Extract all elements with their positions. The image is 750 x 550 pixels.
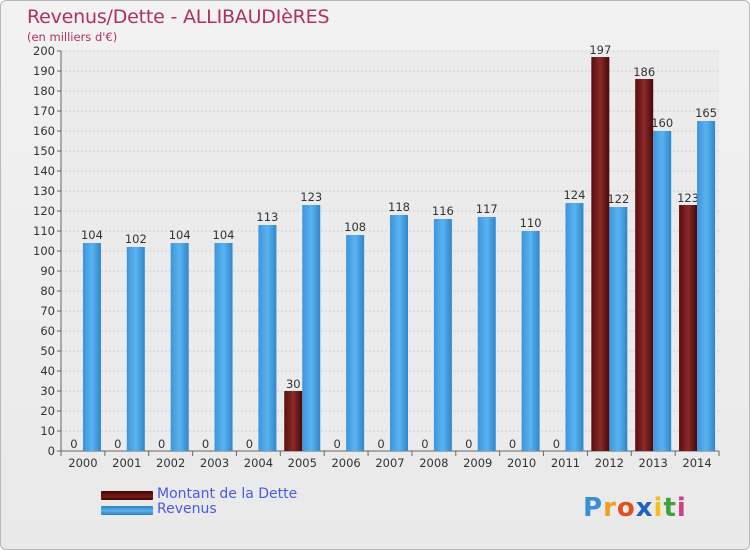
data-label-dette-2004: 0 — [246, 437, 253, 451]
y-tick-label: 110 — [33, 224, 55, 238]
data-label-dette-2003: 0 — [202, 437, 209, 451]
x-tick-label: 2003 — [200, 456, 229, 470]
y-tick-label: 40 — [40, 364, 55, 378]
bar-revenus-2014 — [697, 121, 716, 451]
x-tick-label: 2000 — [68, 456, 97, 470]
y-tick-label: 190 — [33, 64, 55, 78]
data-label-revenus-2011: 124 — [563, 188, 585, 202]
data-label-revenus-2001: 102 — [125, 232, 147, 246]
data-label-dette-2005: 30 — [286, 377, 301, 391]
y-tick-label: 120 — [33, 204, 55, 218]
y-tick-label: 130 — [33, 184, 55, 198]
bar-revenus-2013 — [653, 131, 672, 451]
legend-swatch-revenus — [101, 506, 153, 515]
y-tick-label: 20 — [40, 404, 55, 418]
y-tick-label: 80 — [40, 284, 55, 298]
y-tick-label: 140 — [33, 164, 55, 178]
bar-revenus-2006 — [346, 235, 365, 451]
data-label-revenus-2010: 110 — [520, 216, 542, 230]
bar-revenus-2000 — [82, 243, 101, 451]
data-label-dette-2014: 123 — [677, 191, 699, 205]
legend-item-dette: Montant de la Dette — [101, 486, 361, 503]
data-label-revenus-2009: 117 — [476, 202, 498, 216]
legend-item-revenus: Revenus — [101, 501, 361, 518]
x-tick-label: 2005 — [288, 456, 317, 470]
legend-label-revenus: Revenus — [157, 501, 217, 517]
data-label-dette-2007: 0 — [377, 437, 384, 451]
bar-revenus-2003 — [214, 243, 233, 451]
bar-revenus-2007 — [390, 215, 408, 451]
data-label-revenus-2012: 122 — [607, 192, 629, 206]
data-label-revenus-2004: 113 — [256, 210, 278, 224]
chart-subtitle: (en milliers d'€) — [27, 30, 118, 44]
bar-revenus-2002 — [170, 243, 189, 451]
y-tick-label: 150 — [33, 144, 55, 158]
bar-dette-2012 — [591, 57, 610, 451]
x-tick-label: 2002 — [156, 456, 185, 470]
y-tick-label: 0 — [48, 444, 55, 458]
y-tick-label: 170 — [33, 104, 55, 118]
y-tick-label: 180 — [33, 84, 55, 98]
bar-revenus-2011 — [565, 203, 584, 451]
y-tick-label: 70 — [40, 304, 55, 318]
bar-revenus-2008 — [433, 219, 452, 451]
bar-revenus-2010 — [521, 231, 540, 451]
x-tick-label: 2012 — [595, 456, 624, 470]
data-label-dette-2002: 0 — [158, 437, 165, 451]
data-label-revenus-2006: 108 — [344, 220, 366, 234]
x-tick-label: 2007 — [375, 456, 404, 470]
x-tick-label: 2010 — [507, 456, 536, 470]
x-tick-label: 2004 — [244, 456, 273, 470]
data-label-dette-2011: 0 — [553, 437, 560, 451]
x-tick-label: 2008 — [419, 456, 448, 470]
data-label-revenus-2002: 104 — [169, 228, 191, 242]
data-label-dette-2012: 197 — [589, 43, 611, 57]
y-tick-label: 160 — [33, 124, 55, 138]
bar-revenus-2012 — [609, 207, 628, 451]
y-tick-label: 200 — [33, 44, 55, 58]
bar-dette-2014 — [679, 205, 698, 451]
bar-revenus-2005 — [302, 205, 321, 451]
bar-dette-2005 — [284, 391, 303, 451]
x-tick-label: 2001 — [112, 456, 141, 470]
data-label-revenus-2000: 104 — [81, 228, 103, 242]
data-label-revenus-2007: 118 — [388, 200, 410, 214]
y-tick-label: 30 — [40, 384, 55, 398]
y-tick-label: 50 — [40, 344, 55, 358]
x-tick-label: 2011 — [551, 456, 580, 470]
y-tick-label: 10 — [40, 424, 55, 438]
data-label-dette-2010: 0 — [509, 437, 516, 451]
svg-text:Proxiti: Proxiti — [583, 493, 687, 523]
data-label-dette-2013: 186 — [633, 65, 655, 79]
bar-revenus-2004 — [258, 225, 277, 451]
legend-swatch-dette — [101, 491, 153, 500]
bar-dette-2013 — [635, 79, 654, 451]
legend-label-dette: Montant de la Dette — [157, 486, 298, 502]
data-label-dette-2008: 0 — [421, 437, 428, 451]
data-label-revenus-2005: 123 — [300, 190, 322, 204]
data-label-revenus-2003: 104 — [213, 228, 235, 242]
data-label-dette-2000: 0 — [70, 437, 77, 451]
x-tick-label: 2013 — [639, 456, 668, 470]
bar-revenus-2001 — [126, 247, 145, 451]
x-tick-label: 2014 — [682, 456, 711, 470]
data-label-dette-2009: 0 — [465, 437, 472, 451]
proxiti-logo: Proxiti — [583, 493, 687, 523]
x-tick-label: 2009 — [463, 456, 492, 470]
bar-revenus-2009 — [477, 217, 496, 451]
data-label-revenus-2014: 165 — [695, 106, 717, 120]
y-tick-label: 60 — [40, 324, 55, 338]
y-tick-label: 100 — [33, 244, 55, 258]
x-tick-label: 2006 — [331, 456, 360, 470]
chart-title: Revenus/Dette - ALLIBAUDIèRES — [27, 6, 330, 28]
data-label-dette-2001: 0 — [114, 437, 121, 451]
data-label-dette-2006: 0 — [333, 437, 340, 451]
y-tick-label: 90 — [40, 264, 55, 278]
data-label-revenus-2013: 160 — [651, 116, 673, 130]
data-label-revenus-2008: 116 — [432, 204, 454, 218]
